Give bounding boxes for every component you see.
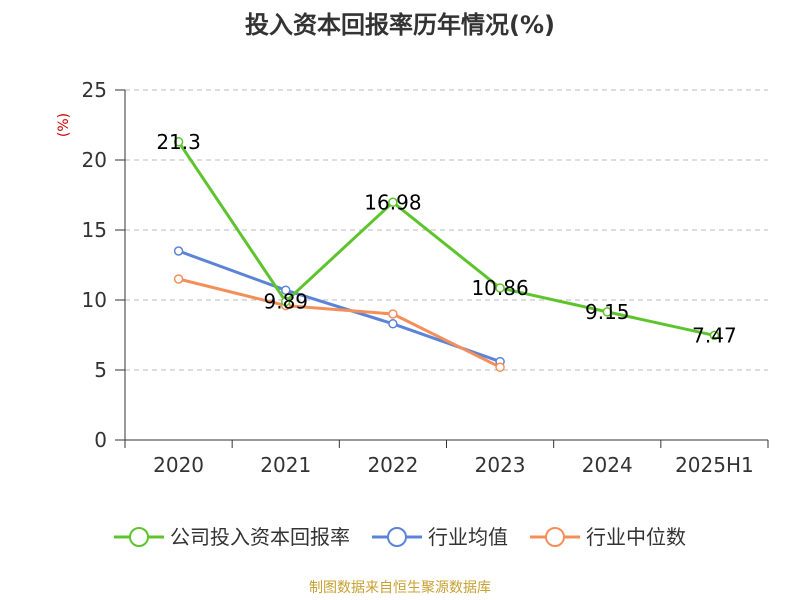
data-point (281, 285, 291, 295)
legend-marker-icon (129, 527, 149, 547)
gridlines (125, 89, 768, 371)
legend: 公司投入资本回报率 行业均值 行业中位数 (114, 525, 686, 549)
source-caption: 制图数据来自恒生聚源数据库 (309, 580, 491, 596)
x-tick-label: 2023 (475, 453, 526, 477)
data-point (173, 274, 184, 284)
legend-item[interactable]: 行业均值 (372, 525, 508, 549)
series-line (178, 249, 501, 364)
data-label: 10.86 (471, 276, 528, 300)
y-tick-label: 25 (82, 78, 107, 102)
x-tick-label: 2020 (153, 453, 204, 477)
data-point (388, 319, 398, 329)
data-label: 9.15 (585, 300, 630, 324)
y-tick-label: 20 (82, 148, 107, 172)
legend-label: 行业中位数 (586, 525, 686, 549)
series-line (177, 140, 715, 337)
data-point (602, 307, 612, 317)
data-point (281, 296, 291, 307)
series-lines (173, 137, 720, 372)
data-labels: 21.3 9.89 16.98 10.86 9.15 7.47 (156, 130, 736, 348)
legend-marker-icon (387, 527, 407, 547)
data-point (388, 197, 398, 208)
x-tick-label: 2024 (582, 453, 633, 477)
data-point (495, 362, 505, 372)
data-label: 7.47 (692, 323, 737, 347)
y-tick-label: 5 (94, 358, 107, 382)
data-point (173, 246, 184, 256)
legend-item[interactable]: 行业中位数 (530, 525, 686, 549)
data-point (709, 330, 720, 341)
data-label: 21.3 (156, 130, 201, 154)
legend-label: 行业均值 (428, 525, 508, 549)
data-point (388, 309, 398, 319)
data-point (495, 283, 505, 293)
series-line (178, 277, 501, 369)
x-tick-label: 2025H1 (675, 453, 754, 477)
legend-item[interactable]: 公司投入资本回报率 (114, 525, 350, 549)
x-tick-label: 2022 (367, 453, 418, 477)
chart-title: 投入资本回报率历年情况(%) (245, 11, 555, 39)
data-label: 16.98 (364, 190, 421, 214)
data-point (173, 137, 184, 147)
axes: 0 5 10 15 20 25 2020 2021 2022 2023 2024 2025H1 (82, 78, 769, 477)
y-tick-label: 10 (82, 288, 107, 312)
y-tick-label: 15 (82, 218, 107, 242)
y-tick-label: 0 (94, 428, 107, 452)
x-tick-label: 2021 (260, 453, 311, 477)
data-label: 9.89 (263, 290, 308, 314)
y-axis-unit-label: (%) (56, 113, 72, 137)
legend-marker-icon (545, 527, 565, 547)
legend-label: 公司投入资本回报率 (170, 525, 350, 549)
